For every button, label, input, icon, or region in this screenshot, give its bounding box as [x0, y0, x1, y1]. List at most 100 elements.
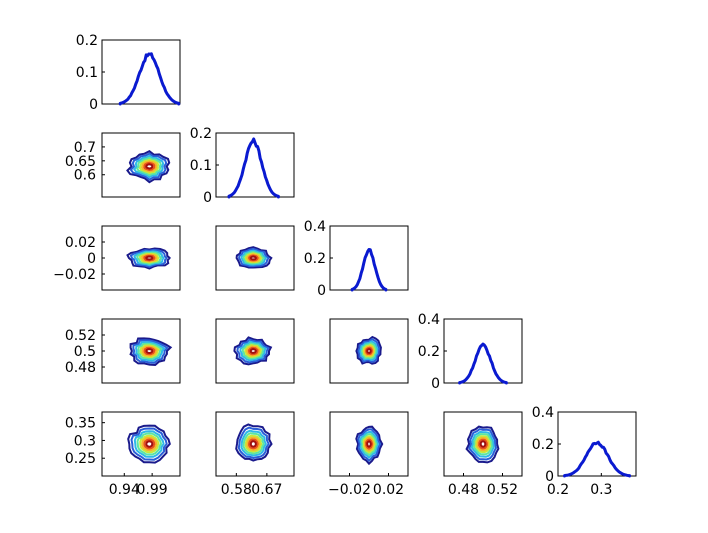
axes-frame — [329, 225, 409, 291]
density-panel-5 — [557, 411, 637, 478]
contour-level-3 — [470, 430, 495, 458]
contour-level-4 — [135, 156, 162, 177]
axes-frame — [329, 411, 409, 477]
contour-level-7 — [364, 438, 374, 450]
y-tick-label: 0 — [203, 190, 212, 206]
contour-level-2 — [130, 427, 168, 461]
y-tick-label: 0.2 — [418, 344, 440, 360]
y-tick-label: 0.02 — [65, 235, 96, 251]
contour-level-8 — [366, 348, 372, 354]
y-tick-label: 0.6 — [74, 168, 96, 184]
density-curve — [458, 342, 508, 385]
y-tick-label: −0.02 — [53, 267, 96, 283]
contour-level-1 — [465, 425, 500, 464]
y-tick-label: 0.35 — [65, 416, 96, 432]
contour-level-7 — [143, 438, 156, 450]
density-curve — [563, 440, 631, 478]
contour-level-8 — [145, 348, 154, 355]
y-tick-label: 0 — [87, 251, 96, 267]
y-tick-label: 0 — [317, 283, 326, 299]
density-panel-1 — [101, 39, 181, 106]
contour-level-3 — [239, 340, 267, 362]
contour-level-3 — [240, 249, 268, 266]
y-tick-label: 0.5 — [74, 344, 96, 360]
y-tick-label: 0.4 — [418, 312, 440, 328]
contour-level-2 — [129, 152, 168, 181]
contour-level-7 — [143, 254, 156, 262]
density-curve — [118, 52, 181, 106]
contour-level-2 — [357, 428, 382, 462]
contour-panel-5-1 — [101, 411, 181, 477]
axes-frame — [215, 225, 295, 291]
x-tick-label: 0.52 — [487, 482, 518, 498]
contour-level-6 — [476, 437, 490, 452]
y-tick-label: 0 — [431, 376, 440, 392]
contour-panel-3-2 — [215, 225, 295, 291]
axes-frame — [443, 318, 523, 384]
contour-level-1 — [126, 150, 171, 184]
contour-level-1 — [355, 425, 384, 466]
contour-level-7 — [247, 346, 259, 356]
contour-level-6 — [141, 436, 158, 452]
contour-level-2 — [237, 426, 270, 460]
contour-level-1 — [233, 336, 273, 366]
contour-level-6 — [363, 345, 375, 357]
contour-level-6 — [140, 160, 158, 173]
contour-level-2 — [132, 339, 169, 364]
contour-level-4 — [137, 342, 163, 360]
contour-level-5 — [474, 435, 491, 453]
contour-level-5 — [362, 343, 376, 358]
contour-level-8 — [479, 440, 487, 448]
contour-level-7 — [143, 346, 156, 356]
x-tick-label: 0.67 — [251, 482, 282, 498]
density-panel-2 — [215, 132, 295, 199]
y-tick-label: 0.2 — [304, 251, 326, 267]
contour-level-1 — [127, 424, 171, 464]
contour-panel-2-1 — [101, 132, 181, 198]
contour-level-8 — [249, 440, 257, 448]
contour-panel-4-2 — [215, 318, 295, 384]
contour-panel-5-4 — [443, 411, 523, 477]
y-tick-label: 0 — [545, 469, 554, 485]
contour-level-5 — [244, 434, 263, 453]
contour-level-1 — [235, 423, 273, 462]
contour-level-3 — [133, 430, 165, 458]
x-tick-label: 0.02 — [373, 482, 404, 498]
contour-level-6 — [363, 436, 375, 452]
y-tick-label: 0.2 — [190, 126, 212, 142]
y-tick-label: 0 — [89, 97, 98, 113]
y-tick-label: 0.4 — [532, 405, 554, 421]
y-tick-label: 0.2 — [76, 33, 98, 49]
contour-level-8 — [145, 255, 154, 261]
contour-level-3 — [359, 430, 380, 459]
contour-level-4 — [242, 432, 265, 455]
axes-frame — [329, 318, 409, 384]
contour-level-5 — [362, 435, 376, 454]
contour-level-5 — [139, 344, 160, 358]
contour-level-6 — [246, 436, 261, 452]
contour-level-8 — [145, 163, 154, 170]
contour-level-6 — [141, 345, 158, 357]
x-tick-label: 0.58 — [221, 482, 252, 498]
contour-level-7 — [478, 438, 488, 450]
contour-level-3 — [133, 154, 165, 179]
contour-level-4 — [136, 432, 163, 456]
density-panel-3 — [329, 225, 409, 292]
contour-level-3 — [135, 341, 166, 362]
x-tick-label: 0.94 — [109, 482, 140, 498]
contour-level-2 — [129, 248, 168, 268]
contour-level-2 — [238, 247, 270, 268]
contour-level-2 — [236, 338, 270, 364]
contour-level-4 — [360, 342, 377, 360]
y-tick-label: 0.7 — [74, 140, 96, 156]
y-tick-label: 0.3 — [74, 433, 96, 449]
contour-level-7 — [248, 438, 259, 450]
contour-level-5 — [138, 158, 160, 175]
density-panel-4 — [443, 318, 523, 385]
contour-level-8 — [366, 440, 372, 448]
y-tick-label: 0.1 — [190, 158, 212, 174]
contour-level-4 — [136, 251, 163, 265]
axes-frame — [443, 411, 523, 477]
contour-level-2 — [357, 338, 381, 363]
